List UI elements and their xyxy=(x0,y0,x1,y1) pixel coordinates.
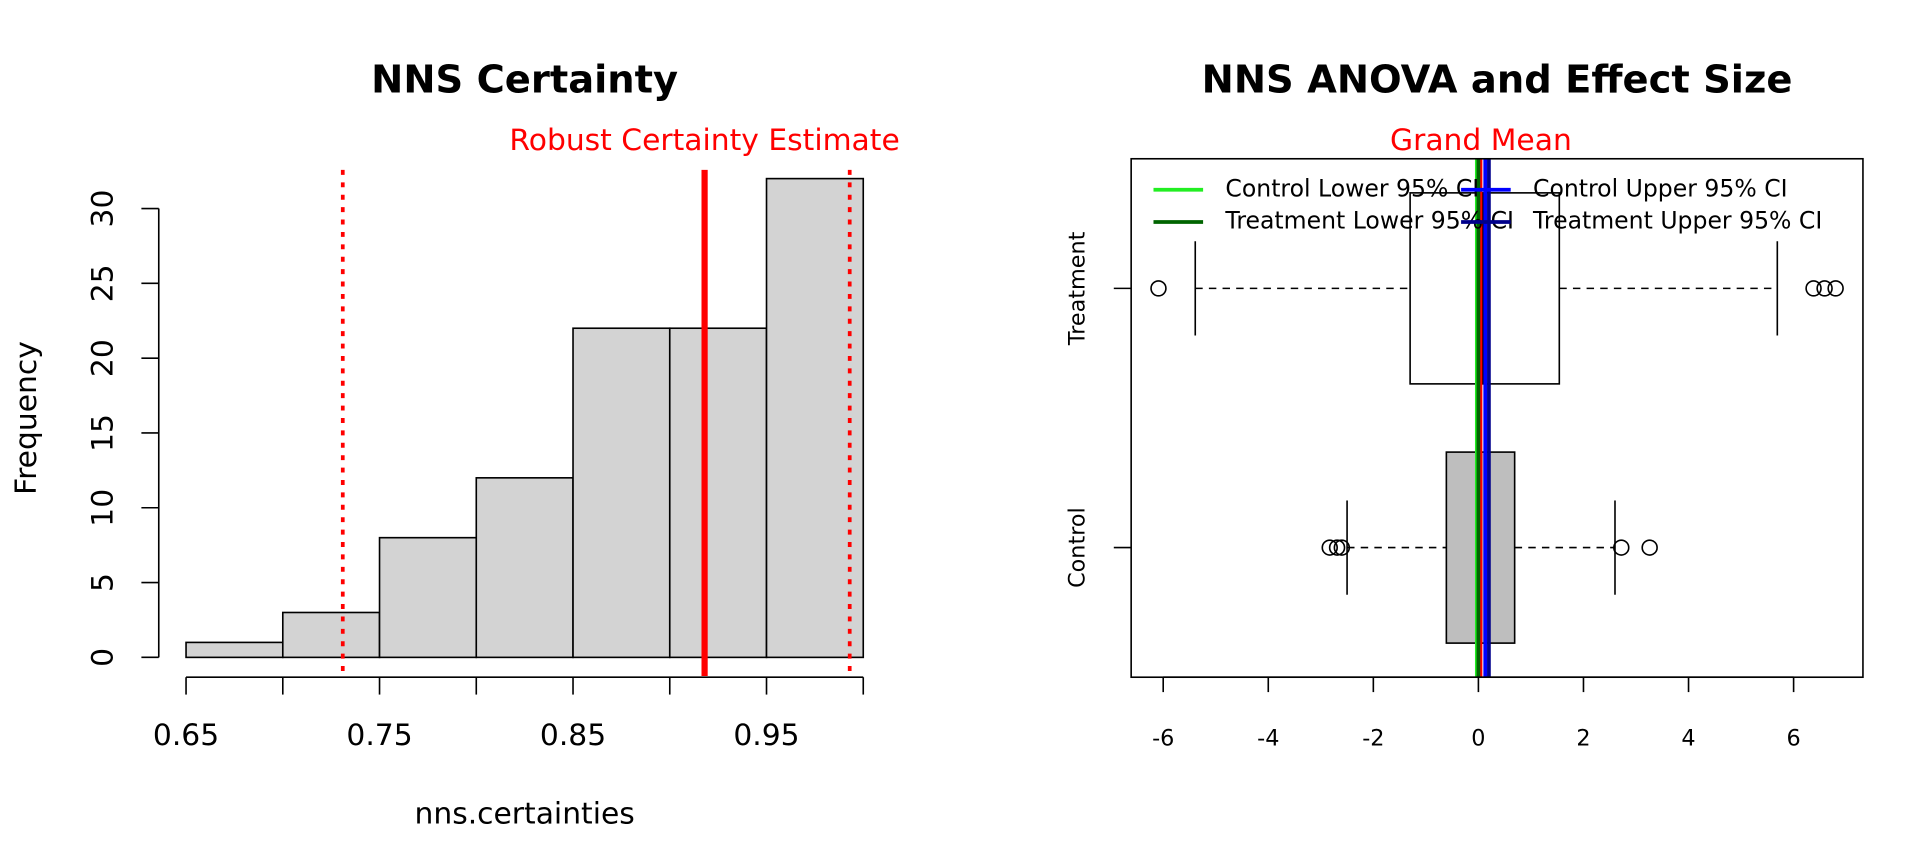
outlier xyxy=(1333,539,1351,556)
x-tick-label: 6 xyxy=(1787,726,1801,752)
x-tick-label: 4 xyxy=(1681,726,1695,752)
y-tick-label: 25 xyxy=(86,264,121,302)
legend-label: Control Lower 95% CI xyxy=(1225,174,1479,202)
y-tick-label: 5 xyxy=(86,573,121,592)
annotation: Robust Certainty Estimate xyxy=(509,123,899,158)
outlier xyxy=(1150,280,1167,297)
y-tick-label: Treatment xyxy=(1064,231,1090,346)
bar xyxy=(572,327,671,659)
bar xyxy=(765,177,865,659)
x-tick-label: 0.95 xyxy=(733,718,799,753)
x-tick-label: 2 xyxy=(1576,726,1590,752)
x-axis-label: nns.certainties xyxy=(414,796,634,831)
bar xyxy=(475,477,574,659)
outlier xyxy=(1816,280,1833,297)
x-tick-label: -6 xyxy=(1152,726,1174,752)
x-tick-label: 0.85 xyxy=(540,718,606,753)
outlier xyxy=(1641,539,1658,556)
legend-label: Control Upper 95% CI xyxy=(1533,174,1788,202)
outlier xyxy=(1321,539,1338,556)
bar xyxy=(378,536,478,659)
y-tick-label: 10 xyxy=(86,489,121,527)
y-tick-label: 20 xyxy=(86,339,121,377)
x-tick-label: 0 xyxy=(1471,726,1485,752)
y-tick-label: 0 xyxy=(86,648,121,667)
outlier xyxy=(1805,280,1822,297)
outlier xyxy=(1827,280,1844,297)
x-tick-label: 0.65 xyxy=(153,718,219,753)
y-tick-label: Control xyxy=(1064,507,1090,588)
bar xyxy=(668,327,768,659)
chart-title: NNS ANOVA and Effect Size xyxy=(1202,57,1793,102)
x-tick-label: -2 xyxy=(1362,726,1384,752)
outlier xyxy=(1613,539,1630,556)
bar xyxy=(281,611,381,659)
x-tick-label: -4 xyxy=(1257,726,1279,752)
legend-label: Treatment Upper 95% CI xyxy=(1532,207,1822,235)
chart-title: NNS Certainty xyxy=(371,57,678,102)
annotation: Grand Mean xyxy=(1390,123,1572,158)
outlier xyxy=(1328,539,1346,556)
y-tick-label: 30 xyxy=(86,190,121,228)
y-axis-label: Frequency xyxy=(9,341,44,495)
x-tick-label: 0.75 xyxy=(346,718,412,753)
bar xyxy=(185,641,284,659)
y-tick-label: 15 xyxy=(86,414,121,452)
